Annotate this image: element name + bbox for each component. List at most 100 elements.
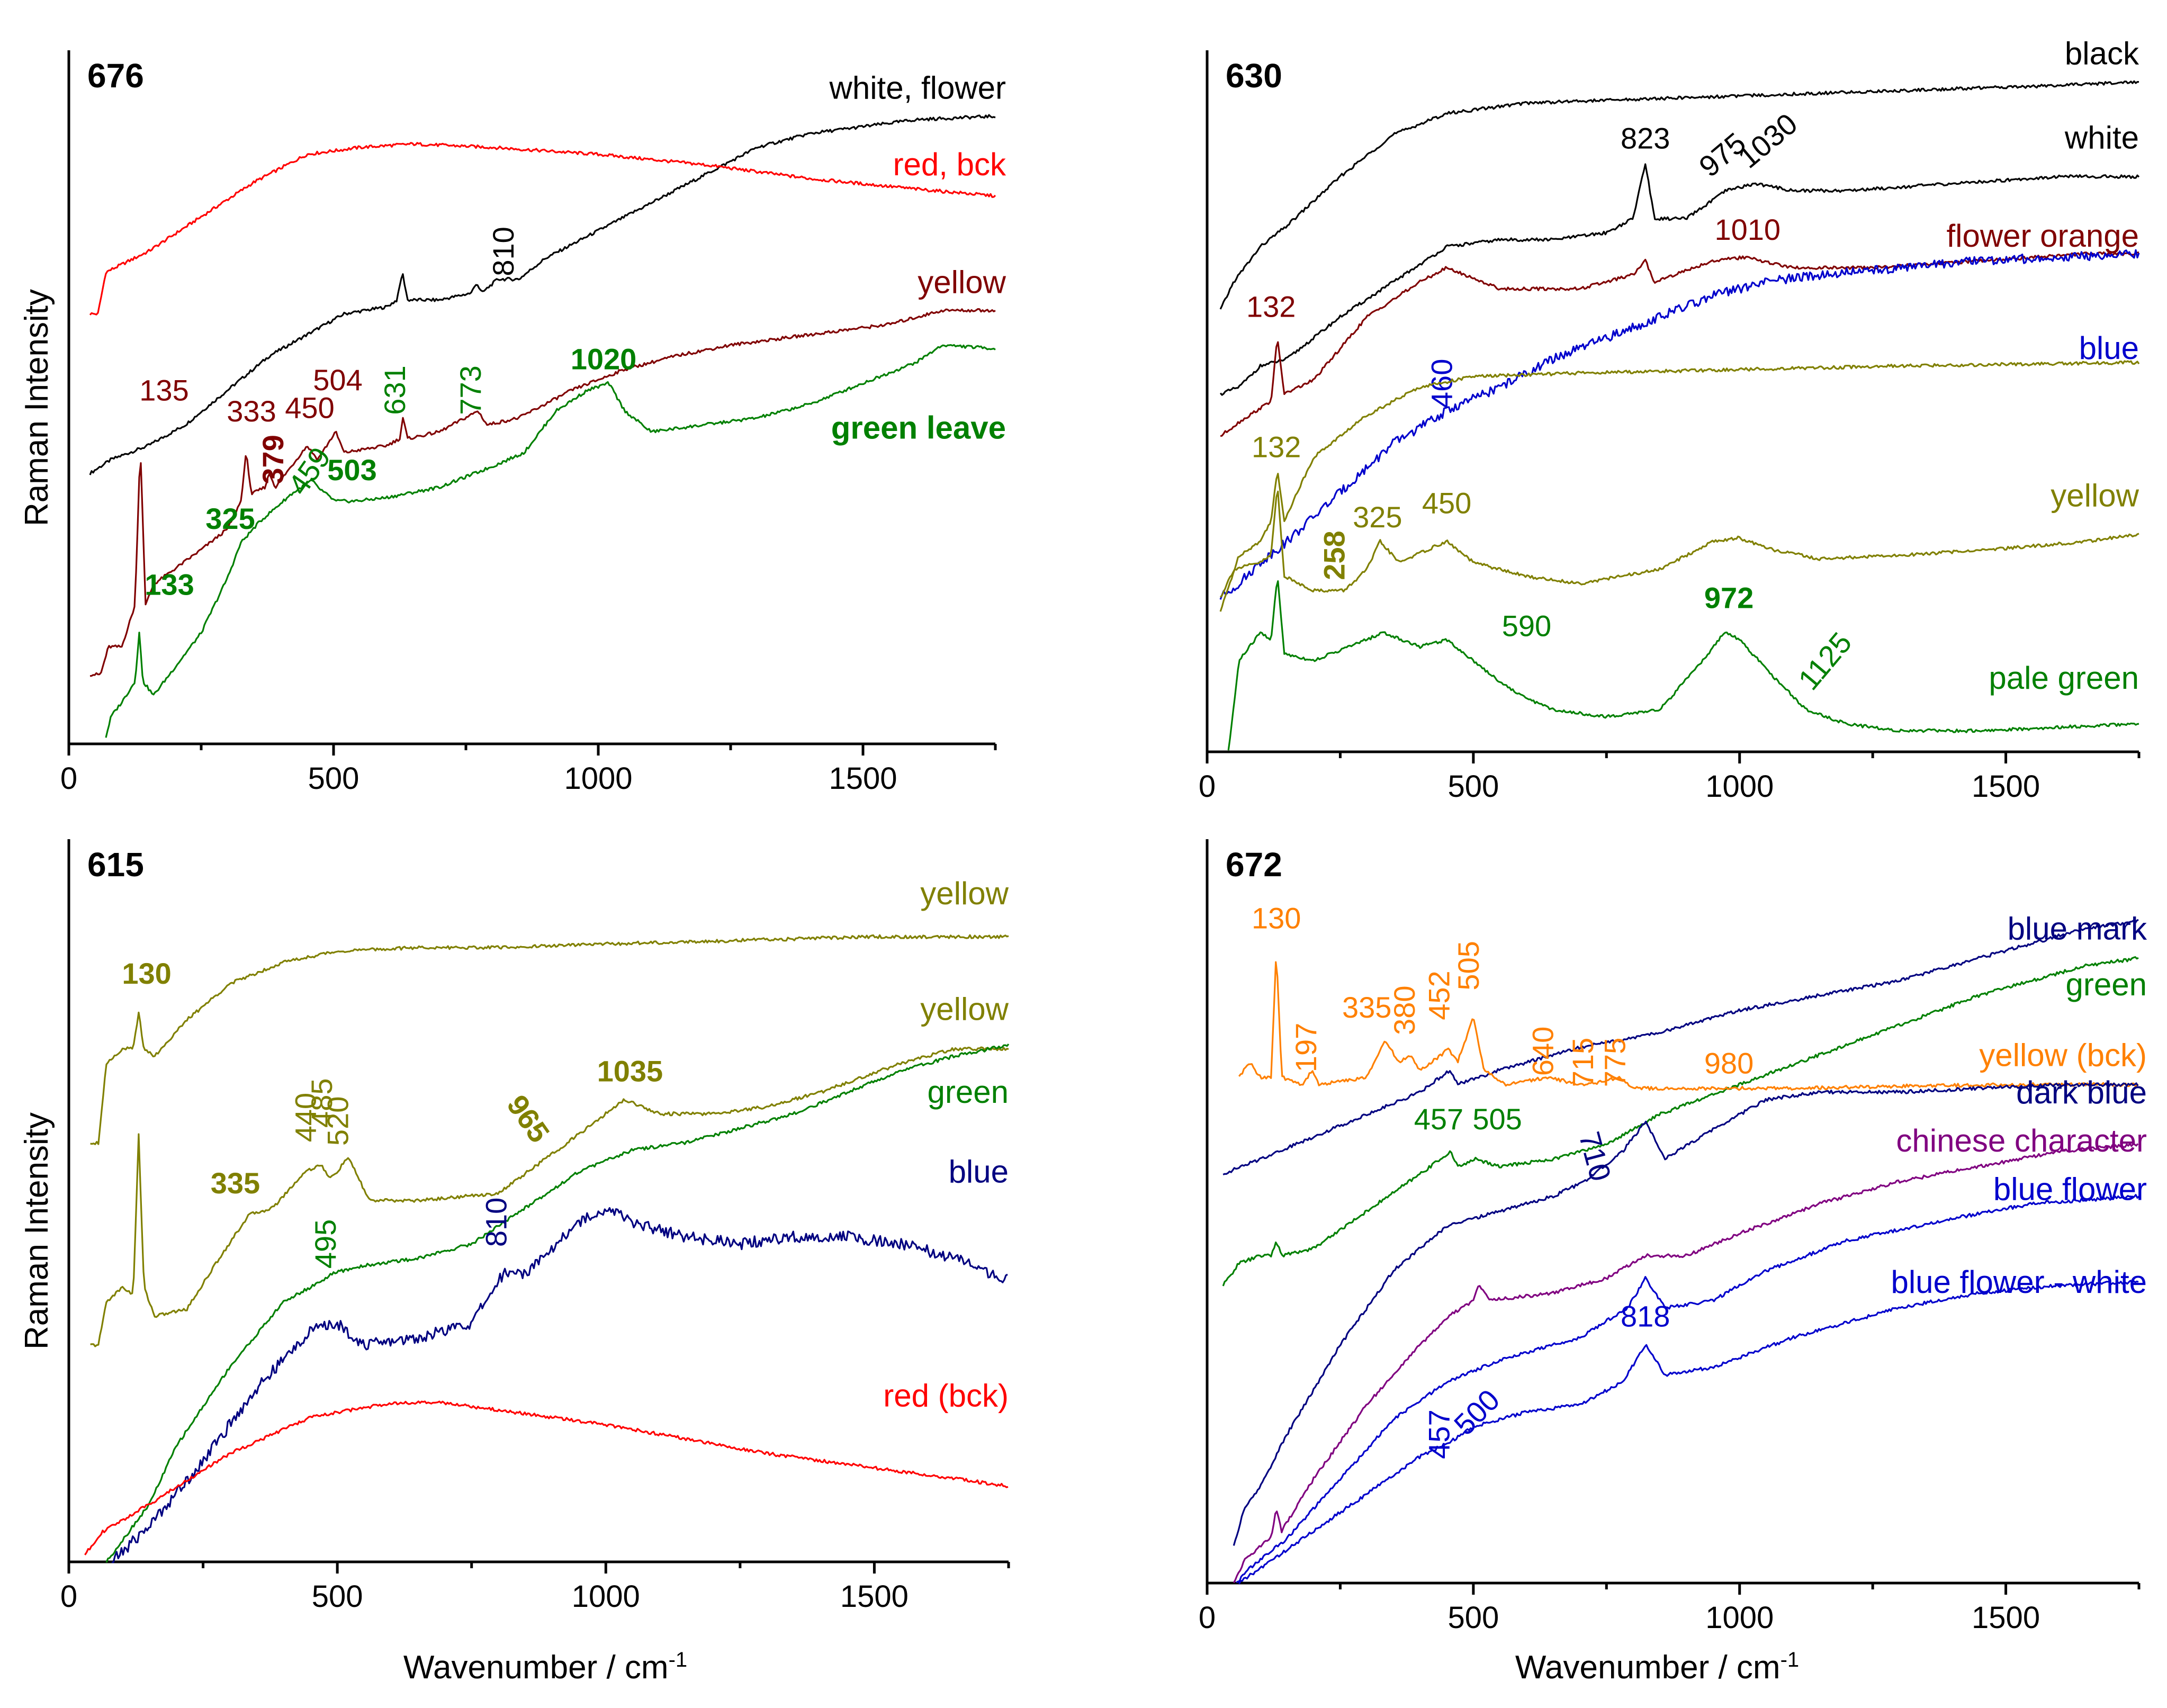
series-line: [1219, 249, 2140, 600]
x-axis-label-text: Wavenumber / cm: [403, 1649, 669, 1686]
legend-label: blue: [2079, 330, 2139, 366]
legend-label: yellow (bck): [1979, 1038, 2147, 1073]
x-tick-label: 1500: [1972, 769, 2040, 804]
series-line: [1233, 1143, 2139, 1584]
legend-label: black: [2065, 36, 2139, 71]
peak-label: 500: [1447, 1383, 1506, 1442]
legend-label: white, flower: [829, 70, 1006, 106]
legend-label: flower orange: [1946, 218, 2139, 254]
peak-label: 457: [1414, 1102, 1463, 1136]
peak-label: 132: [1252, 430, 1301, 464]
peak-label: 380: [1388, 985, 1421, 1035]
series-line: [1220, 251, 2139, 437]
peak-label: 980: [1704, 1047, 1754, 1080]
series-line: [1227, 580, 2139, 751]
panel-615: 0 500 1000 1500 615 yellow 130 yellow 335 4404855…: [60, 839, 1010, 1614]
panel-title: 630: [1226, 57, 1282, 95]
peak-label: 1125: [1792, 626, 1858, 696]
x-tick-label: 1000: [1705, 769, 1774, 804]
legend-label: green: [928, 1074, 1009, 1110]
peak-label: 197: [1289, 1023, 1323, 1072]
x-tick-label: 1500: [829, 761, 897, 796]
peak-label: 325: [1353, 500, 1402, 534]
series-white-flower: white, flower 810: [89, 70, 1006, 475]
peak-label: 130: [1252, 902, 1301, 935]
peak-label: 1035: [597, 1054, 663, 1087]
peak-label: 450: [1422, 487, 1471, 520]
series-yellow: yellow 132: [1219, 360, 2140, 612]
x-tick-label: 0: [60, 761, 77, 796]
peak-label: 1010: [1715, 213, 1781, 246]
legend-label: red, bck: [893, 147, 1006, 182]
peak-label: 325: [205, 502, 255, 535]
x-tick-label: 500: [312, 1579, 363, 1614]
peak-label: 130: [122, 957, 171, 990]
x-axis-label-bottom-left: Wavenumber / cm-1: [403, 1648, 687, 1686]
series-line: [1219, 163, 2140, 396]
series-line: [84, 1400, 1009, 1556]
peak-label: 590: [1502, 609, 1551, 642]
peak-label: 810: [480, 1198, 513, 1247]
peak-label: 715: [1566, 1038, 1599, 1087]
legend-label: blue flower - white: [1891, 1264, 2147, 1300]
peak-label: 972: [1704, 581, 1754, 614]
legend-label: blue flower: [1993, 1171, 2147, 1207]
series-line: [105, 344, 996, 738]
legend-label: red (bck): [883, 1378, 1009, 1414]
legend-label: blue mark: [2008, 911, 2147, 947]
peak-label: 440: [289, 1093, 322, 1142]
legend-label: chinese character: [1896, 1123, 2147, 1158]
series-line: [1236, 1194, 2140, 1584]
series-line: [89, 142, 996, 316]
peak-label: 495: [309, 1219, 342, 1269]
peak-label: 520: [321, 1096, 354, 1146]
series-line: [1233, 1082, 2139, 1546]
series-line: [112, 1207, 1008, 1563]
x-tick-label: 500: [308, 761, 359, 796]
peak-label: 631: [378, 365, 411, 415]
legend-label: blue: [949, 1154, 1009, 1189]
series-line: [90, 1046, 1009, 1347]
peak-label: 258: [1317, 531, 1351, 580]
peak-label: 1020: [571, 343, 637, 376]
x-tick-label: 0: [1199, 769, 1216, 804]
series-line: [1238, 961, 2139, 1091]
legend-label: yellow: [920, 876, 1009, 911]
peak-label: 452: [1423, 970, 1456, 1020]
peak-label: 818: [1621, 1299, 1670, 1333]
x-tick-label: 0: [60, 1579, 77, 1614]
series-blue-flower: blue flower: [1236, 1171, 2147, 1584]
legend-label: yellow: [2051, 478, 2139, 513]
panel-676: 0 500 1000 1500 676 white, flower 810 red, bck y…: [60, 50, 1006, 796]
x-axis-label-superscript: -1: [669, 1648, 688, 1671]
legend-label: yellow: [918, 265, 1006, 300]
series-pale-green: pale green 590 972 1125: [1227, 580, 2139, 751]
x-tick-label: 1500: [840, 1579, 909, 1614]
x-tick-label: 500: [1447, 769, 1499, 804]
peak-label: 810: [487, 227, 520, 276]
peak-label: 823: [1621, 122, 1670, 155]
series-line: [1222, 919, 2139, 1175]
legend-label: white: [2064, 120, 2139, 156]
series-line: [89, 308, 996, 677]
legend-label: dark blue: [2016, 1075, 2147, 1110]
x-axis-label-bottom-right: Wavenumber / cm-1: [1515, 1648, 1799, 1686]
peak-label: 333: [227, 394, 276, 428]
svg-text:Wavenumber / cm-1: Wavenumber / cm-1: [403, 1648, 687, 1686]
peak-label: 773: [454, 365, 487, 415]
series-line: [89, 114, 996, 475]
peak-label: 965: [500, 1089, 556, 1149]
peak-label: 775: [1598, 1038, 1631, 1087]
series-green: green 457 505: [1222, 956, 2147, 1287]
peak-label: 335: [211, 1166, 260, 1200]
peak-label: 450: [285, 391, 334, 424]
x-tick-label: 1000: [1705, 1601, 1774, 1635]
